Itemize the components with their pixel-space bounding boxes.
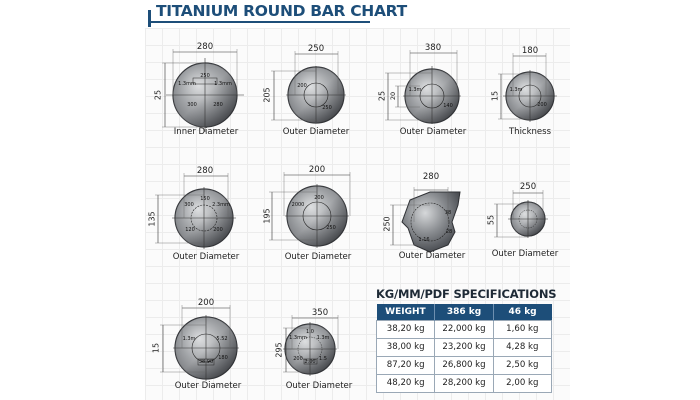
- width-dimension: 200: [308, 165, 326, 175]
- inner-label: 280: [213, 102, 223, 108]
- inner-label: 28: [445, 229, 453, 235]
- table-cell: 23,200 kg: [434, 337, 494, 357]
- diagram-caption: Outer Diameter: [284, 252, 352, 262]
- inner-label: 200: [213, 227, 223, 233]
- diagram-caption: Inner Diameter: [173, 127, 239, 137]
- inner-label: 38.90: [198, 359, 214, 365]
- table-header-row: WEIGHT 386 kg 46 kg: [376, 304, 552, 320]
- inner-label: 1.3m: [182, 336, 196, 342]
- specifications-panel: KG/MM/PDF SPECIFICATIONS WEIGHT 386 kg 4…: [375, 287, 557, 393]
- width-dimension: 280: [422, 172, 440, 182]
- inner-label: 250: [200, 73, 210, 79]
- width-dimension: 280: [196, 42, 214, 52]
- inner-label: 2.3mm: [212, 202, 230, 208]
- inner-label: 200: [314, 195, 324, 201]
- width-dimension: 380: [424, 43, 442, 53]
- inner-label: 38: [444, 210, 452, 216]
- inner-label: 1.16: [418, 237, 430, 243]
- table-cell: 38,20 kg: [375, 319, 436, 339]
- diagram-caption: Outer Diameter: [172, 252, 240, 262]
- width-dimension: 200: [197, 298, 215, 308]
- width-dimension: 350: [311, 308, 329, 318]
- inner-label: 1.0: [306, 329, 314, 335]
- table-row: 38,00 kg 23,200 kg 4,28 kg: [375, 337, 553, 357]
- inner-label: 250: [322, 105, 332, 111]
- inner-label: 200: [293, 356, 303, 362]
- specifications-table: WEIGHT 386 kg 46 kg 38,20 kg 22,000 kg 1…: [375, 304, 553, 393]
- diagram-caption: Outer Diameter: [174, 381, 242, 391]
- page-title: TITANIUM ROUND BAR CHART: [156, 2, 407, 20]
- diagram-caption: Outer Diameter: [285, 381, 353, 391]
- width-dimension: 250: [307, 44, 325, 54]
- inner-label: 1.3mm: [289, 335, 307, 341]
- table-cell: 28,200 kg: [434, 373, 494, 393]
- height-dimension: 295: [274, 342, 284, 358]
- width-dimension: 280: [196, 166, 214, 176]
- inner-label: 300: [187, 102, 197, 108]
- inner-label: 1.3m: [408, 87, 422, 93]
- diagram-caption: Outer Diameter: [491, 249, 559, 259]
- column-header: 46 kg: [492, 304, 552, 320]
- diagram-caption: Outer Diameter: [282, 127, 350, 137]
- inner-label: 200: [297, 83, 307, 89]
- inner-label: 250: [326, 225, 336, 231]
- column-header: 386 kg: [434, 304, 494, 320]
- inner-label: 1.3m: [509, 87, 523, 93]
- table-row: 38,20 kg 22,000 kg 1,60 kg: [375, 319, 553, 339]
- inner-label: 1.3mm: [178, 81, 196, 87]
- column-header: WEIGHT: [376, 304, 435, 320]
- inner-label: 200: [537, 102, 547, 108]
- table-cell: 2,50 kg: [492, 355, 553, 375]
- inner-label: 300: [184, 202, 194, 208]
- inner-label: 180: [218, 355, 228, 361]
- inner-label: 120: [185, 227, 195, 233]
- width-dimension: 180: [521, 46, 539, 56]
- inner-label: 2.00: [304, 359, 316, 365]
- inner-label: 1.3m: [316, 335, 330, 341]
- table-cell: 87,20 kg: [375, 355, 436, 375]
- diagram-caption: Thickness: [508, 127, 552, 137]
- table-cell: 48,20 kg: [375, 373, 436, 393]
- table-row: 48,20 kg 28,200 kg 2,00 kg: [375, 373, 553, 393]
- inner-label: 2000: [291, 202, 305, 208]
- table-row: 87,20 kg 26,800 kg 2,50 kg: [375, 355, 553, 375]
- title-underline: [150, 21, 370, 23]
- table-cell: 1,60 kg: [492, 319, 553, 339]
- table-cell: 22,000 kg: [434, 319, 494, 339]
- diagram-caption: Outer Diameter: [399, 127, 467, 137]
- inner-label: 1.3mm: [214, 81, 232, 87]
- inner-label: 140: [443, 103, 453, 109]
- inner-label: 1.5: [319, 356, 327, 362]
- width-dimension: 250: [519, 182, 537, 192]
- table-cell: 2,00 kg: [492, 373, 553, 393]
- diagram-caption: Outer Diameter: [398, 251, 466, 261]
- table-cell: 4,28 kg: [492, 337, 553, 357]
- title-accent-bar: [148, 10, 151, 27]
- table-cell: 38,00 kg: [375, 337, 436, 357]
- inner-label: 150: [200, 196, 210, 202]
- inner-label: 5.52: [216, 336, 228, 342]
- table-cell: 26,800 kg: [434, 355, 494, 375]
- specifications-title: KG/MM/PDF SPECIFICATIONS: [376, 287, 557, 301]
